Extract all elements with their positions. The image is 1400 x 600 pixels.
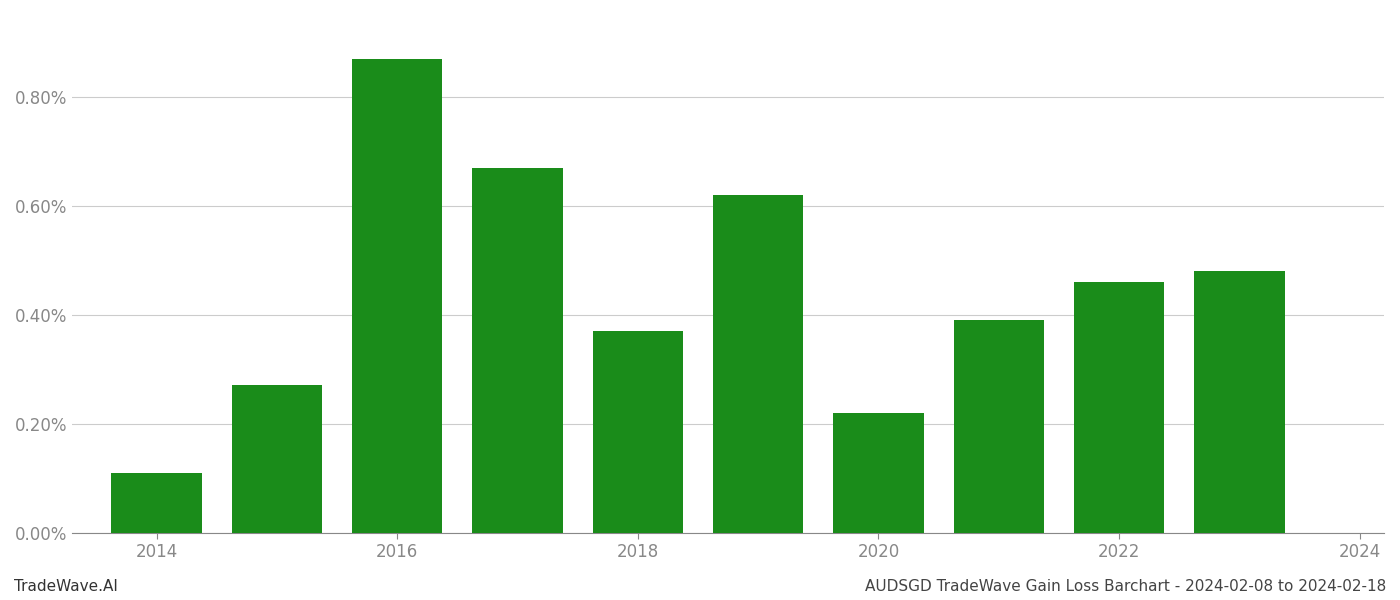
Bar <box>713 195 804 533</box>
Text: AUDSGD TradeWave Gain Loss Barchart - 2024-02-08 to 2024-02-18: AUDSGD TradeWave Gain Loss Barchart - 20… <box>865 579 1386 594</box>
Bar <box>1074 282 1165 533</box>
Text: TradeWave.AI: TradeWave.AI <box>14 579 118 594</box>
Bar <box>592 331 683 533</box>
Bar <box>232 385 322 533</box>
Bar <box>1194 271 1285 533</box>
Bar <box>472 167 563 533</box>
Bar <box>833 413 924 533</box>
Bar <box>953 320 1044 533</box>
Bar <box>351 59 442 533</box>
Bar <box>112 473 202 533</box>
